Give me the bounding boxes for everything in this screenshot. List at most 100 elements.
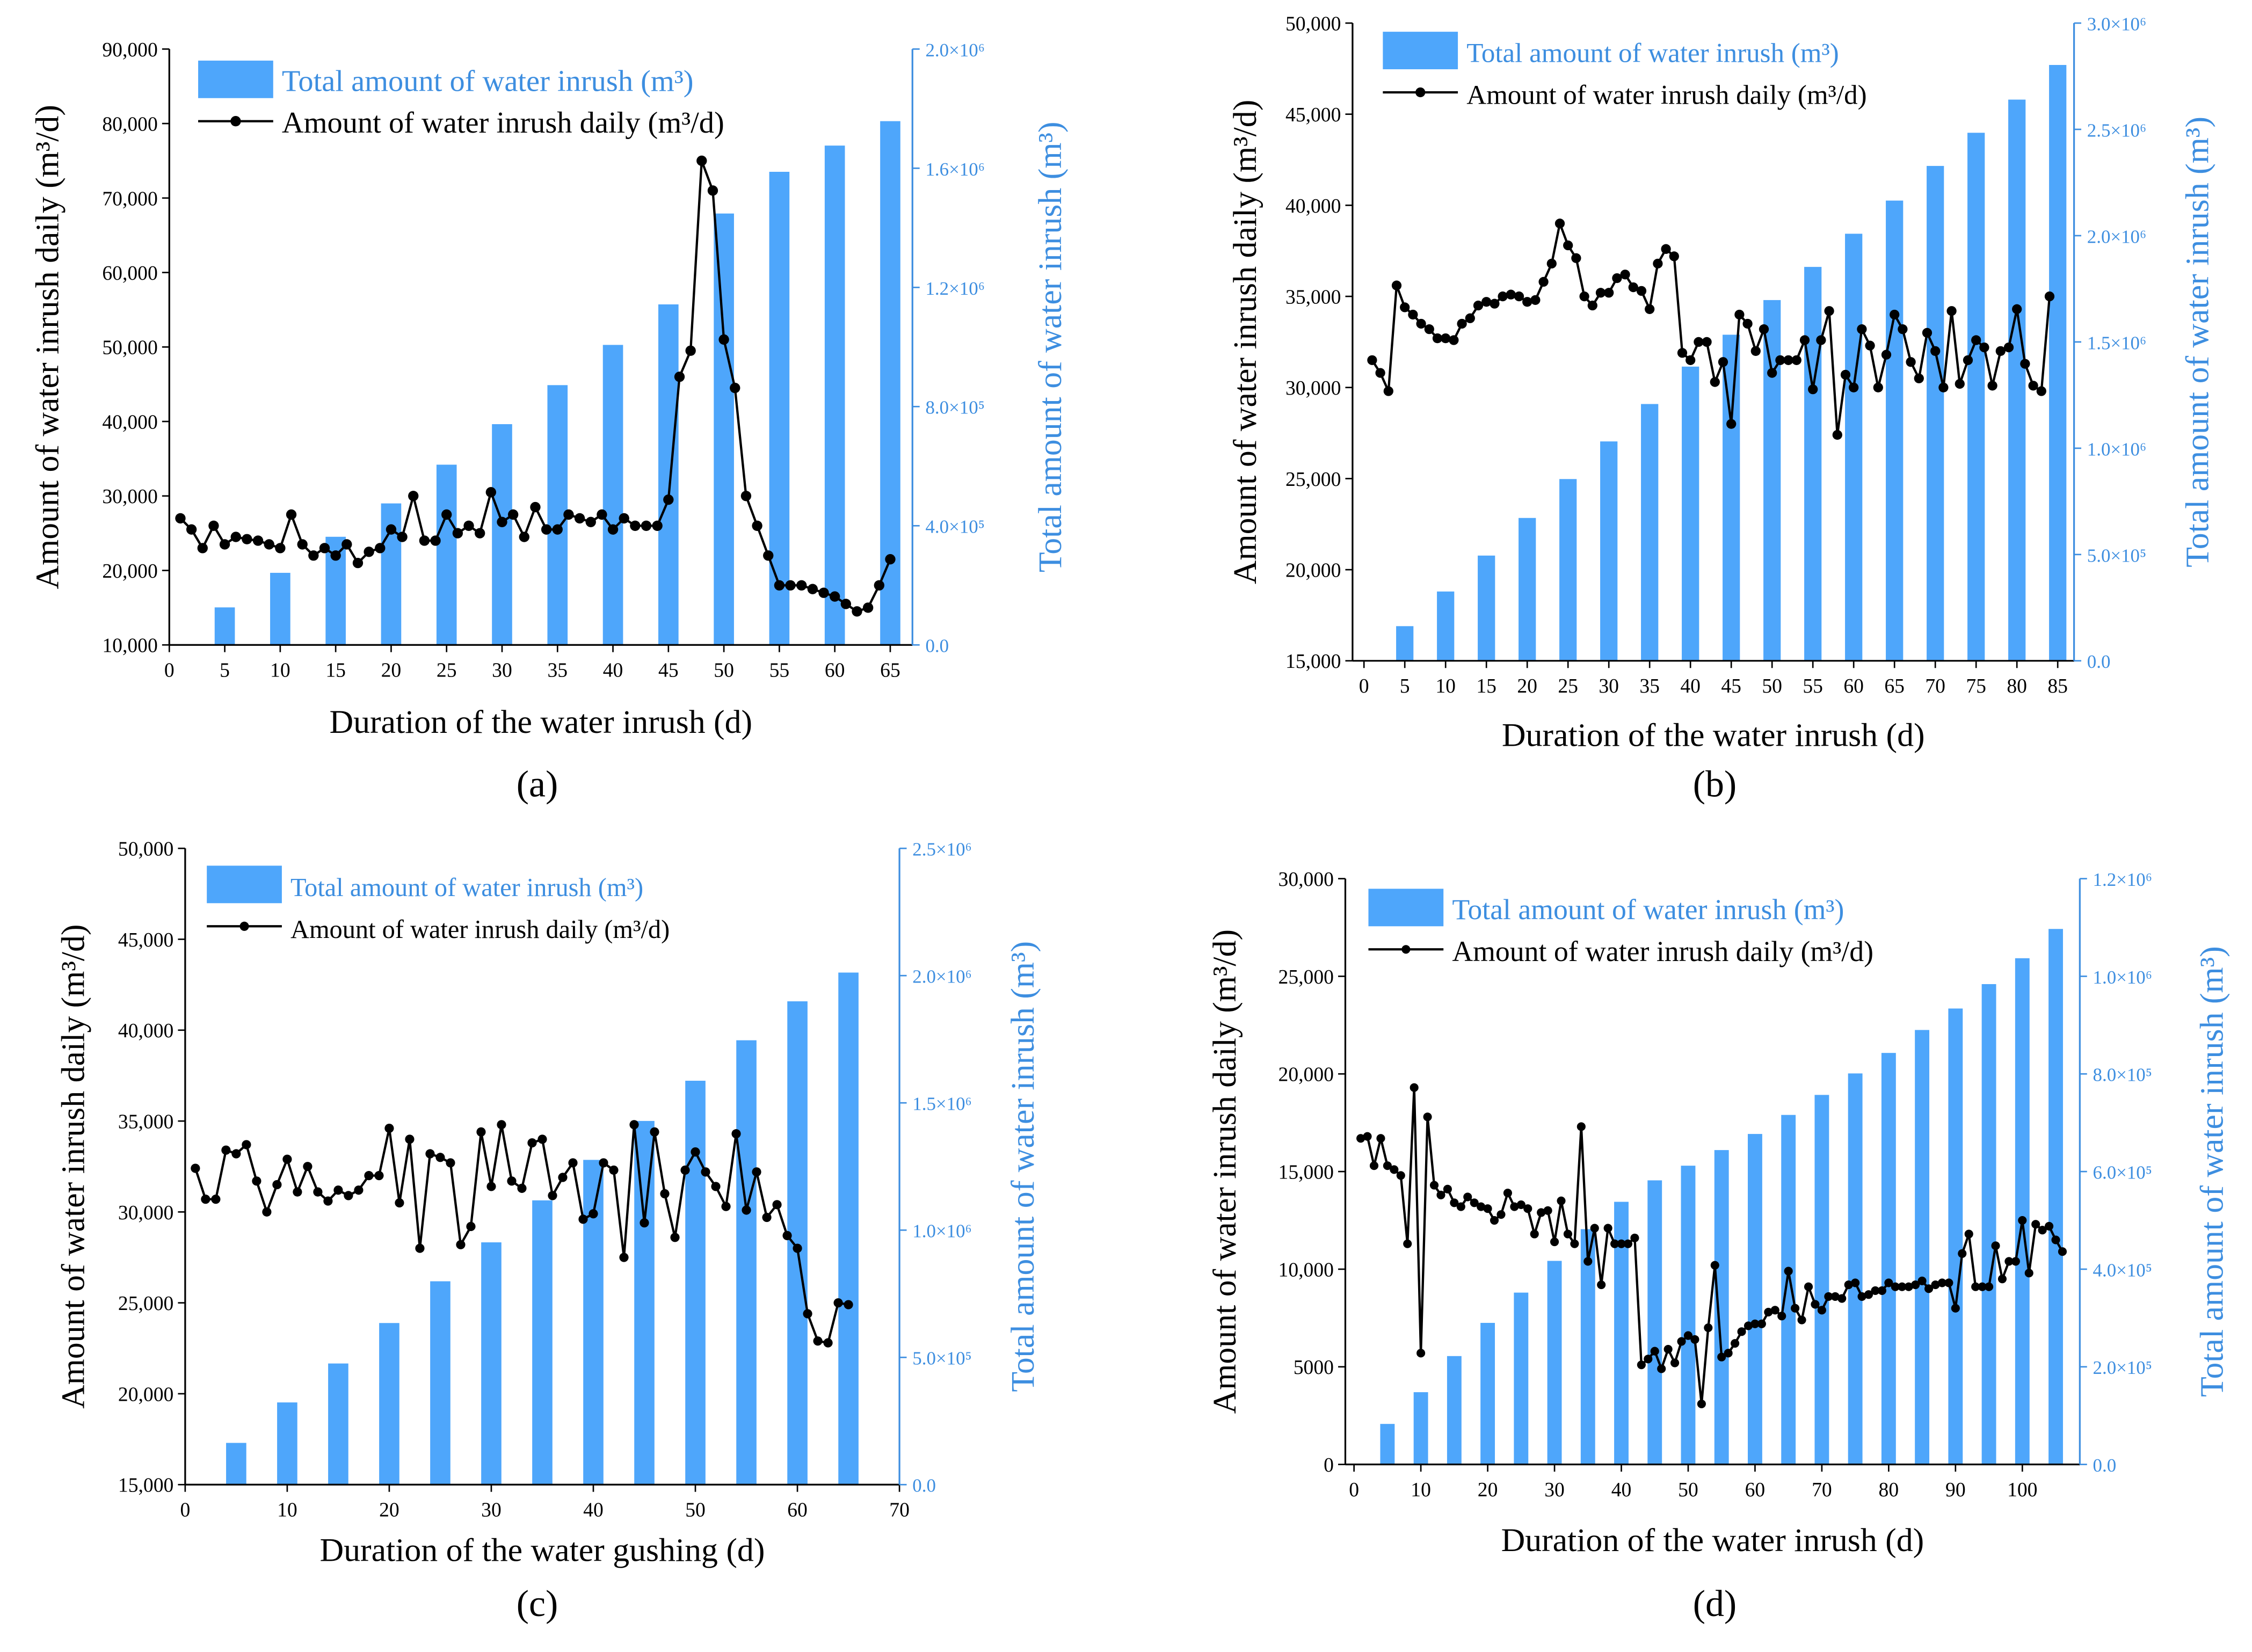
daily-point (548, 1191, 557, 1200)
x-tick-label: 15 (1476, 675, 1497, 697)
daily-point (1717, 1352, 1726, 1362)
daily-point (2018, 1216, 2027, 1225)
y2-axis-title: Total amount of water inrush (m³) (1005, 941, 1041, 1392)
daily-point (1383, 1161, 1392, 1170)
y-tick-label: 50,000 (118, 838, 173, 861)
daily-point (419, 535, 430, 546)
daily-point (1477, 1202, 1486, 1211)
y-tick-label: 90,000 (102, 39, 157, 61)
daily-point (330, 550, 341, 561)
daily-point (1777, 1312, 1786, 1321)
daily-point (2036, 386, 2046, 396)
daily-point (823, 1338, 833, 1348)
daily-point (1704, 1323, 1713, 1333)
daily-point (1583, 1257, 1593, 1266)
daily-point (796, 580, 807, 591)
panel-label: (b) (1693, 763, 1737, 805)
daily-point (282, 1154, 292, 1164)
daily-point (242, 1140, 251, 1149)
bar (1600, 441, 1618, 661)
y-tick-label: 30,000 (118, 1202, 173, 1224)
daily-point (844, 1300, 853, 1309)
daily-point (485, 487, 497, 498)
bar (1647, 1180, 1662, 1465)
daily-point (386, 524, 397, 535)
daily-point (375, 543, 386, 554)
y2-tick-label: 1.5×10⁶ (912, 1094, 971, 1115)
daily-point (1857, 324, 1867, 334)
bar (1480, 1322, 1495, 1465)
y-tick-label: 15,000 (118, 1474, 173, 1497)
daily-point (1938, 382, 1949, 392)
daily-point (1830, 1292, 1840, 1301)
daily-point (272, 1180, 282, 1190)
daily-point (1964, 1229, 1973, 1239)
x-tick-label: 65 (1884, 675, 1905, 697)
daily-point (1470, 1198, 1479, 1207)
x-tick-label: 60 (1843, 675, 1864, 697)
daily-point (552, 524, 563, 535)
daily-point (674, 372, 685, 382)
daily-point (262, 1207, 272, 1217)
daily-point (1408, 309, 1418, 320)
x-tick-label: 20 (379, 1498, 399, 1521)
legend-bar-label: Total amount of water inrush (m³) (1466, 39, 1839, 69)
daily-point (807, 584, 818, 594)
daily-point (463, 520, 474, 531)
x-axis-title: Duration of the water inrush (d) (1502, 717, 1925, 753)
bar (277, 1402, 297, 1485)
daily-point (1570, 1239, 1579, 1248)
daily-point (1808, 384, 1818, 395)
x-tick-label: 45 (1721, 675, 1741, 697)
daily-point (1595, 288, 1606, 298)
daily-point (660, 1189, 670, 1199)
daily-point (1906, 357, 1916, 367)
daily-point (1498, 291, 1508, 302)
daily-point (308, 550, 319, 561)
daily-point (2045, 1221, 2054, 1231)
bar (685, 1080, 706, 1485)
daily-point (530, 501, 541, 513)
daily-point (1726, 419, 1737, 429)
daily-point (354, 1185, 364, 1195)
y2-tick-label: 2.0×10⁵ (2093, 1357, 2152, 1378)
daily-point (2044, 291, 2055, 302)
daily-point (313, 1187, 323, 1197)
x-tick-label: 55 (1803, 675, 1823, 697)
x-tick-label: 50 (1678, 1479, 1698, 1501)
daily-point (1579, 291, 1589, 302)
daily-point (701, 1167, 710, 1177)
daily-point (1816, 335, 1826, 345)
daily-point (1637, 1360, 1646, 1370)
daily-point (303, 1162, 313, 1171)
daily-point (1465, 313, 1475, 323)
y2-tick-label: 2.0×10⁶ (912, 966, 971, 987)
daily-point (599, 1158, 608, 1168)
daily-point (1416, 318, 1426, 329)
daily-point (1710, 1261, 1719, 1270)
daily-point (1817, 1306, 1826, 1315)
daily-point (696, 155, 707, 166)
x-tick-label: 0 (164, 659, 175, 681)
x-tick-label: 40 (603, 659, 623, 681)
legend-line-label: Amount of water inrush daily (m³/d) (1452, 935, 1873, 967)
legend-bar-swatch (198, 60, 273, 98)
y-tick-label: 80,000 (102, 113, 157, 136)
daily-point (1767, 368, 1777, 378)
x-tick-label: 35 (547, 659, 568, 681)
daily-point (711, 1182, 721, 1191)
daily-point (1891, 1282, 1900, 1291)
daily-point (1890, 309, 1900, 320)
y-tick-label: 70,000 (102, 187, 157, 210)
y2-tick-label: 4.0×10⁵ (2093, 1260, 2152, 1280)
daily-point (1757, 1319, 1766, 1328)
bar (532, 1200, 553, 1485)
y2-tick-label: 0.0 (912, 1475, 936, 1496)
x-tick-label: 20 (1478, 1479, 1498, 1501)
x-tick-label: 50 (714, 659, 734, 681)
bar (270, 572, 290, 645)
daily-point (1694, 337, 1704, 347)
daily-point (652, 520, 663, 531)
daily-point (405, 1134, 415, 1144)
